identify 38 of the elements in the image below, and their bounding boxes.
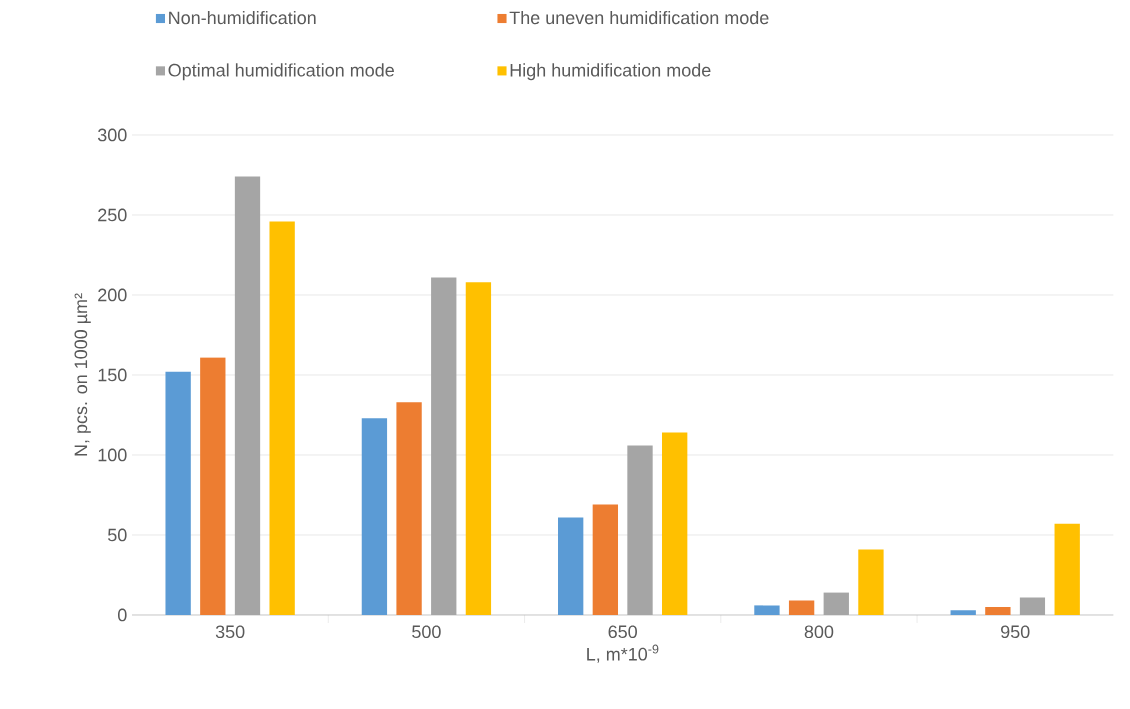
bar: [396, 402, 422, 615]
y-tick-label: 50: [107, 528, 127, 542]
bar: [465, 282, 492, 615]
bar: [950, 610, 976, 615]
bar: [558, 517, 584, 615]
y-tick-label: 250: [98, 208, 127, 222]
bar: [431, 277, 457, 615]
bar: [1019, 597, 1046, 615]
bar: [165, 371, 191, 615]
bar: [662, 432, 688, 615]
bar: [858, 549, 884, 615]
y-tick-label: 0: [118, 608, 127, 622]
x-tick-label: 650: [608, 625, 637, 639]
y-tick-label: 200: [98, 288, 127, 302]
bar: [361, 418, 388, 615]
bar: [200, 357, 226, 615]
legend-label: The uneven humidification mode: [509, 10, 769, 25]
bar: [754, 605, 780, 615]
y-tick-label: 150: [98, 368, 127, 382]
bar: [627, 445, 653, 615]
y-tick-label: 100: [98, 448, 127, 462]
bar: [1054, 523, 1080, 615]
x-tick-label: 500: [412, 625, 441, 639]
y-tick-label: 300: [97, 128, 127, 142]
y-axis-title: N, pcs. on 1000 µm²: [74, 293, 91, 456]
bar: [592, 504, 619, 615]
bar: [234, 176, 261, 615]
bar: [788, 600, 815, 615]
x-tick-label: 800: [804, 625, 834, 639]
bar: [985, 606, 1011, 615]
x-axis-title: L, m*10$^{-9}$: [587, 644, 659, 663]
bar: [269, 221, 295, 615]
x-tick-label: 350: [215, 625, 245, 639]
x-tick-label: 950: [1001, 625, 1030, 639]
legend-label: High humidification mode: [510, 63, 711, 81]
legend-label: Optimal humidification mode: [168, 63, 394, 81]
legend-label: Non-humidification: [169, 10, 316, 25]
bar: [823, 592, 849, 615]
